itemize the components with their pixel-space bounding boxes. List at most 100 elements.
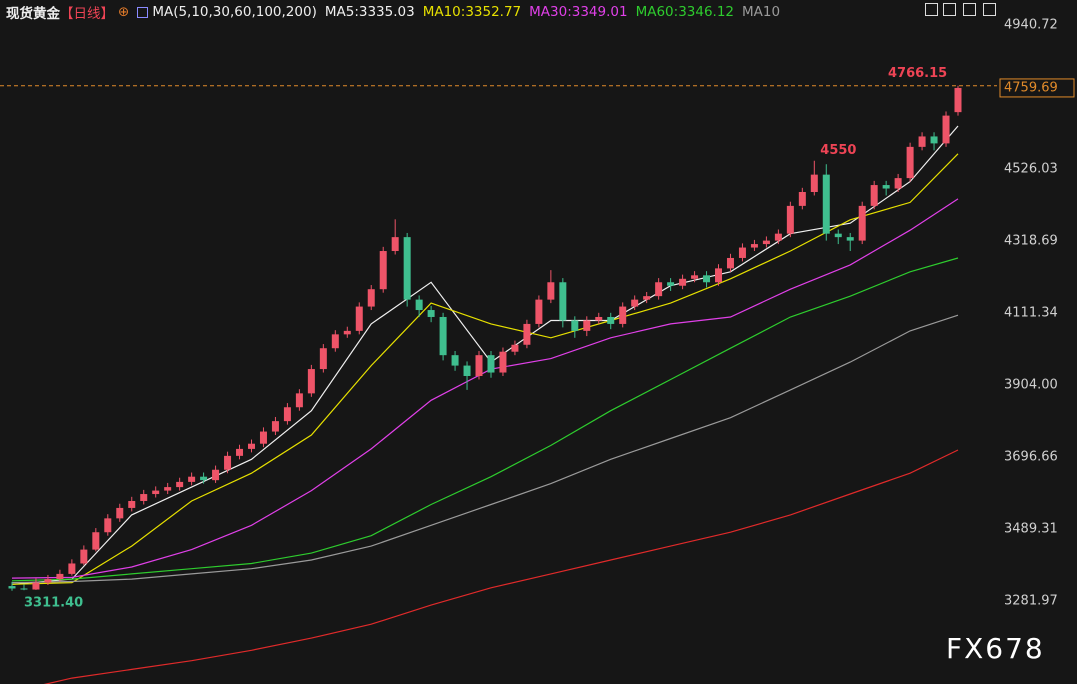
candle-body [906,146,914,179]
candle-body [918,136,926,147]
tool-button[interactable] [983,3,996,16]
candle-body [463,365,471,377]
y-tick-label: 4111.34 [1004,306,1058,321]
candle-body [104,518,112,533]
y-tick-label: 3281.97 [1004,593,1058,608]
high-label: 4550 [820,143,856,158]
candle-body [212,469,220,481]
legend-entry: MA5:3335.03 [324,4,415,20]
ma-line [11,153,959,585]
candle-body [236,448,244,456]
candle-body [32,582,40,590]
ma-line [11,125,959,585]
candle-body [200,476,208,481]
tool-button[interactable] [925,3,938,16]
low-label: 3311.40 [24,595,83,610]
candle-body [930,136,938,144]
candle-body [80,549,88,564]
y-tick-label: 4318.69 [1004,234,1058,249]
candle-body [259,431,267,444]
high-label: 4766.15 [888,66,947,81]
candle-body [750,244,758,248]
candle-body [798,191,806,206]
y-tick-label: 3696.66 [1004,450,1058,465]
candle-body [774,233,782,241]
candle-body [391,237,399,252]
candle-body [343,330,351,335]
candle-body [56,573,64,580]
plot-area: 4550 4766.15 3311.40 [0,66,997,684]
candle-body [116,507,124,519]
candle-body [499,351,507,373]
candle-body [44,579,52,583]
watermark: FX678 [946,632,1045,665]
candle-body [559,282,567,321]
y-axis: 4940.72 4526.03 4318.69 4111.34 3904.00 3696.… [999,18,1075,608]
candle-body [679,278,687,286]
candle-body [8,586,16,589]
candle-body [379,251,387,290]
candle-body [786,205,794,234]
legend-entry: MA10:3352.77 [422,4,522,20]
candle-body [726,257,734,269]
candle-body [703,275,711,283]
y-tick-label: 4940.72 [1004,18,1058,33]
candle-body [631,299,639,307]
candle-body [140,494,148,501]
candle-body [810,174,818,192]
indicator-icon[interactable] [137,6,149,18]
candle-body [894,178,902,189]
candle-body [954,87,962,113]
candle-body [511,344,519,352]
candle-body [176,481,184,488]
candle-body [439,316,447,356]
candle-body [882,185,890,189]
candle-body [715,268,723,283]
add-icon[interactable]: ⊕ [118,4,130,20]
candle-body [834,233,842,238]
candle-body [535,299,543,324]
last-price-box [999,78,1075,98]
candle-body [667,282,675,286]
y-tick-label: 4526.03 [1004,162,1058,177]
candle-body [92,532,100,550]
candle-body [307,369,315,394]
candle-body [283,407,291,422]
candle-body [738,247,746,258]
candle-body [523,323,531,345]
candle-body [271,421,279,432]
y-tick-label: 3904.00 [1004,378,1058,393]
ma-line [11,314,959,584]
ma-line [11,257,959,582]
tool-button[interactable] [963,3,976,16]
candle-body [20,588,28,590]
candle-body [691,275,699,279]
candle-body [367,289,375,307]
candle-body [846,237,854,241]
candle-body [858,205,866,241]
candle-body [224,455,232,470]
candle-body [762,240,770,245]
candle-body [487,355,495,373]
last-price: 4759.69 [1004,80,1058,95]
candle-body [607,316,615,324]
candle-body [942,115,950,144]
candle-body [295,393,303,408]
legend-entry: MA30:3349.01 [529,4,628,20]
candle-body [164,487,172,491]
candle-body [475,355,483,377]
candle-body [247,443,255,449]
period: 【日线】 [60,6,114,22]
candle-body [451,355,459,366]
header: 现货黄金 【日线】 ⊕ MA(5,10,30,60,100,200) MA5:3… [6,2,780,22]
candle-body [655,282,663,297]
candle-body [571,320,579,331]
legend-entry: MA60:3346.12 [635,4,735,20]
candle-body [547,282,555,300]
tool-button[interactable] [943,3,956,16]
candle-body [128,500,136,508]
candle-body [619,306,627,324]
candle-body [68,563,76,574]
